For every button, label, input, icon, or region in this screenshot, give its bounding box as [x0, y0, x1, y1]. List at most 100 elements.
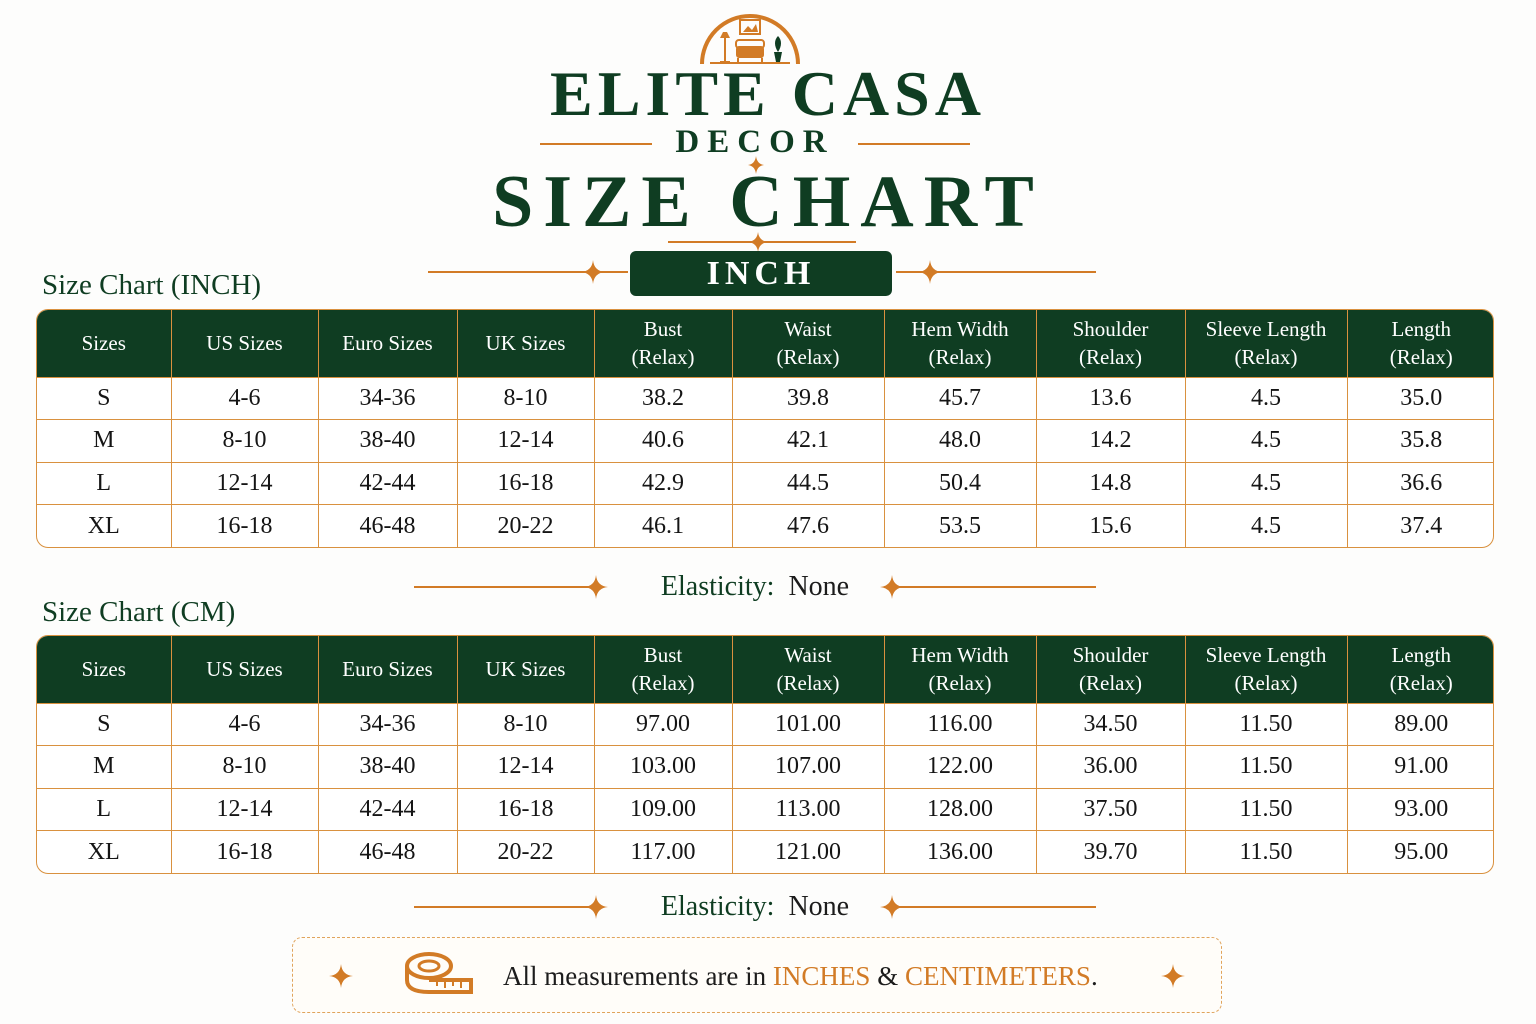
- table-cell: 42-44: [318, 787, 458, 831]
- table-cell: 36.00: [1036, 745, 1186, 788]
- note-unit-centimeters: CENTIMETERS: [904, 961, 1091, 991]
- note-text: All measurements are in INCHES & CENTIME…: [503, 938, 1143, 1014]
- table-cell: 14.2: [1036, 419, 1186, 462]
- table-cell: 8-10: [457, 702, 595, 746]
- table-cell: 42-44: [318, 461, 458, 505]
- table-cell: M: [37, 419, 172, 462]
- table-cell: XL: [37, 830, 172, 873]
- table-row: S 4-6 34-36 8-10 97.00 101.00 116.00 34.50 11.50…: [37, 702, 1493, 746]
- column-header: Length (Relax): [1347, 636, 1493, 703]
- table-cell: 38-40: [318, 745, 458, 788]
- table-cell: 47.6: [732, 504, 885, 547]
- table-cell: 11.50: [1185, 745, 1348, 788]
- table-row: XL 16-18 46-48 20-22 117.00 121.00 136.00 39.70…: [37, 830, 1493, 873]
- sparkle-icon: [329, 964, 353, 988]
- table-cell: 11.50: [1185, 787, 1348, 831]
- table-cell: S: [37, 376, 172, 420]
- table-cell: 40.6: [594, 419, 733, 462]
- column-header: Euro Sizes: [318, 310, 458, 377]
- table-cell: S: [37, 702, 172, 746]
- room-emblem-icon: [700, 14, 800, 65]
- elasticity-text: Elasticity: None: [414, 569, 1096, 605]
- column-header: Waist (Relax): [732, 310, 885, 377]
- column-header: Sleeve Length (Relax): [1185, 636, 1348, 703]
- column-header: Bust (Relax): [594, 636, 733, 703]
- size-table-cm: Sizes US Sizes Euro Sizes UK Sizes Bust(…: [36, 635, 1494, 874]
- elasticity-row-cm: Elasticity: None: [414, 889, 1096, 925]
- column-header: US Sizes: [171, 310, 319, 377]
- table-body: S 4-6 34-36 8-10 97.00 101.00 116.00 34.50 11.50…: [37, 702, 1493, 873]
- table-cell: 34.50: [1036, 702, 1186, 746]
- table-cell: 39.8: [732, 376, 885, 420]
- divider: [540, 143, 652, 145]
- table-cell: XL: [37, 504, 172, 547]
- table-cell: 53.5: [884, 504, 1037, 547]
- brand-name: ELITE CASA: [550, 58, 986, 129]
- section-title-cm: Size Chart (CM): [42, 596, 236, 628]
- column-header: UK Sizes: [457, 310, 595, 377]
- table-cell: 12-14: [457, 745, 595, 788]
- table-cell: 4-6: [171, 702, 319, 746]
- table-cell: 11.50: [1185, 702, 1348, 746]
- table-cell: 4.5: [1185, 504, 1348, 547]
- table-cell: 46-48: [318, 830, 458, 873]
- column-header: Waist (Relax): [732, 636, 885, 703]
- table-cell: 45.7: [884, 376, 1037, 420]
- page-title: SIZE CHART: [492, 161, 1044, 243]
- table-cell: 95.00: [1347, 830, 1493, 873]
- brand-sub-row: DECOR: [540, 124, 970, 160]
- column-header: Shoulder (Relax): [1036, 310, 1186, 377]
- elasticity-text: Elasticity: None: [414, 889, 1096, 925]
- table-cell: 97.00: [594, 702, 733, 746]
- table-cell: 117.00: [594, 830, 733, 873]
- table-cell: 128.00: [884, 787, 1037, 831]
- table-cell: 122.00: [884, 745, 1037, 788]
- table-header-row: Sizes US Sizes Euro Sizes UK Sizes Bust(…: [37, 310, 1493, 377]
- table-cell: 36.6: [1347, 461, 1493, 505]
- brand-sub: DECOR: [675, 124, 835, 160]
- table-cell: 34-36: [318, 702, 458, 746]
- table-row: M 8-10 38-40 12-14 103.00 107.00 122.00 36.00 11…: [37, 745, 1493, 788]
- table-row: M 8-10 38-40 12-14 40.6 42.1 48.0 14.2 4.5 35.8: [37, 419, 1493, 462]
- table-header-row: Sizes US Sizes Euro Sizes UK Sizes Bust(…: [37, 636, 1493, 703]
- table-cell: 16-18: [171, 830, 319, 873]
- column-header: US Sizes: [171, 636, 319, 703]
- table-cell: 50.4: [884, 461, 1037, 505]
- elasticity-label: Elasticity:: [660, 891, 775, 922]
- table-cell: 12-14: [171, 787, 319, 831]
- table-cell: 16-18: [457, 461, 595, 505]
- sparkle-rule: [414, 575, 1096, 599]
- table-cell: 8-10: [171, 419, 319, 462]
- table-cell: 20-22: [457, 504, 595, 547]
- column-header: Bust (Relax): [594, 310, 733, 377]
- elasticity-row-inch: Elasticity: None: [414, 569, 1096, 605]
- unit-rule: [428, 232, 1096, 284]
- table-cell: 12-14: [171, 461, 319, 505]
- table-cell: 14.8: [1036, 461, 1186, 505]
- table-cell: 35.8: [1347, 419, 1493, 462]
- table-cell: 13.6: [1036, 376, 1186, 420]
- table-row: S 4-6 34-36 8-10 38.2 39.8 45.7 13.6 4.5 35.0: [37, 376, 1493, 420]
- column-header: Hem Width (Relax): [884, 636, 1037, 703]
- column-header: Sizes: [37, 310, 172, 377]
- table-cell: 16-18: [457, 787, 595, 831]
- table-row: L 12-14 42-44 16-18 42.9 44.5 50.4 14.8 4.5 36.6: [37, 461, 1493, 505]
- measurement-note: All measurements are in INCHES & CENTIME…: [292, 937, 1222, 1013]
- table-cell: 8-10: [457, 376, 595, 420]
- unit-badge: INCH: [630, 251, 892, 296]
- section-title-inch: Size Chart (INCH): [42, 269, 262, 301]
- table-cell: 44.5: [732, 461, 885, 505]
- table-cell: L: [37, 461, 172, 505]
- table-cell: 38-40: [318, 419, 458, 462]
- sparkle-icon: [748, 156, 764, 174]
- column-header: Length (Relax): [1347, 310, 1493, 377]
- table-cell: 16-18: [171, 504, 319, 547]
- table-cell: 136.00: [884, 830, 1037, 873]
- note-prefix: All measurements are in: [503, 961, 773, 991]
- table-cell: 46.1: [594, 504, 733, 547]
- table-cell: 15.6: [1036, 504, 1186, 547]
- table-body: S 4-6 34-36 8-10 38.2 39.8 45.7 13.6 4.5 35.0 M 8-1…: [37, 376, 1493, 547]
- table-cell: 35.0: [1347, 376, 1493, 420]
- table-row: XL 16-18 46-48 20-22 46.1 47.6 53.5 15.6 4.5 37.4: [37, 504, 1493, 547]
- table-cell: 8-10: [171, 745, 319, 788]
